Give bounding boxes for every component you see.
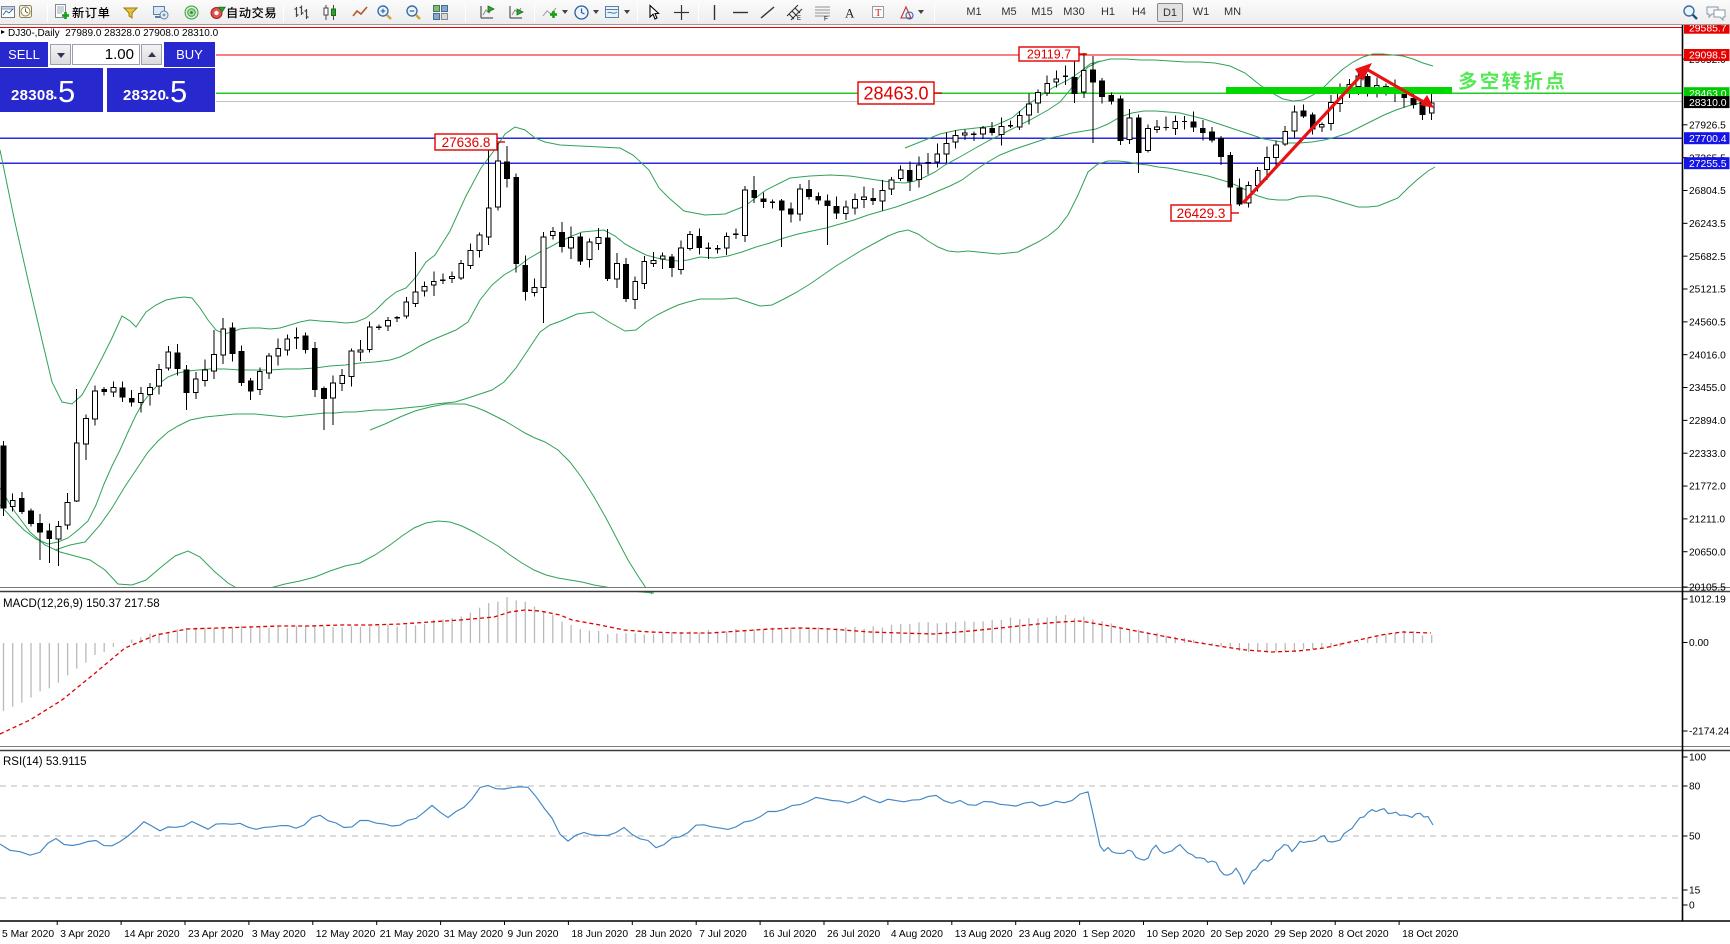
- svg-text:MACD(12,26,9) 150.37 217.58: MACD(12,26,9) 150.37 217.58: [3, 598, 160, 610]
- svg-text:29585.7: 29585.7: [1689, 23, 1727, 34]
- svg-text:E: E: [797, 16, 801, 21]
- svg-text:0.00: 0.00: [1689, 638, 1709, 649]
- svg-text:F: F: [824, 16, 828, 22]
- svg-text:3 Apr 2020: 3 Apr 2020: [60, 929, 110, 940]
- svg-text:21 May 2020: 21 May 2020: [380, 929, 440, 940]
- svg-text:21772.0: 21772.0: [1689, 482, 1726, 493]
- svg-text:28463.0: 28463.0: [863, 83, 928, 103]
- svg-text:T: T: [875, 8, 882, 19]
- svg-text:22333.0: 22333.0: [1689, 449, 1726, 460]
- svg-text:50: 50: [1689, 832, 1701, 843]
- svg-text:10 Sep 2020: 10 Sep 2020: [1147, 929, 1206, 940]
- svg-text:14 Apr 2020: 14 Apr 2020: [124, 929, 180, 940]
- svg-text:16 Jul 2020: 16 Jul 2020: [763, 929, 817, 940]
- svg-text:9 Jun 2020: 9 Jun 2020: [508, 929, 559, 940]
- svg-text:18 Jun 2020: 18 Jun 2020: [571, 929, 628, 940]
- svg-text:RSI(14) 53.9115: RSI(14) 53.9115: [3, 756, 87, 768]
- svg-text:23455.0: 23455.0: [1689, 383, 1726, 394]
- svg-text:28310.0: 28310.0: [1689, 98, 1727, 109]
- svg-text:31 May 2020: 31 May 2020: [444, 929, 504, 940]
- svg-text:29098.5: 29098.5: [1689, 51, 1727, 62]
- svg-text:24560.5: 24560.5: [1689, 318, 1726, 329]
- svg-text:27926.5: 27926.5: [1689, 120, 1726, 131]
- svg-text:28463.0: 28463.0: [1689, 89, 1727, 100]
- svg-text:20 Sep 2020: 20 Sep 2020: [1210, 929, 1269, 940]
- svg-text:22894.0: 22894.0: [1689, 416, 1726, 427]
- svg-text:23 Aug 2020: 23 Aug 2020: [1019, 929, 1077, 940]
- svg-text:27636.8: 27636.8: [442, 135, 491, 150]
- svg-text:20105.5: 20105.5: [1689, 583, 1726, 594]
- svg-text:A: A: [845, 6, 855, 21]
- svg-text:1 Sep 2020: 1 Sep 2020: [1083, 929, 1136, 940]
- svg-text:1012.19: 1012.19: [1689, 595, 1726, 606]
- svg-text:13 Aug 2020: 13 Aug 2020: [955, 929, 1013, 940]
- svg-text:5 Mar 2020: 5 Mar 2020: [2, 929, 54, 940]
- svg-text:20650.0: 20650.0: [1689, 547, 1726, 558]
- svg-text:25121.5: 25121.5: [1689, 285, 1726, 296]
- svg-text:3 May 2020: 3 May 2020: [252, 929, 306, 940]
- svg-text:26429.3: 26429.3: [1177, 206, 1226, 221]
- svg-text:27700.4: 27700.4: [1689, 134, 1727, 145]
- svg-text:27255.5: 27255.5: [1689, 159, 1727, 170]
- svg-text:23 Apr 2020: 23 Apr 2020: [188, 929, 244, 940]
- svg-text:0: 0: [1689, 901, 1695, 912]
- svg-text:29119.7: 29119.7: [1027, 48, 1071, 62]
- svg-text:80: 80: [1689, 782, 1701, 793]
- svg-text:7 Jul 2020: 7 Jul 2020: [699, 929, 747, 940]
- svg-text:18 Oct 2020: 18 Oct 2020: [1402, 929, 1458, 940]
- svg-text:21211.0: 21211.0: [1689, 515, 1725, 526]
- svg-text:26243.5: 26243.5: [1689, 219, 1726, 230]
- svg-text:26 Jul 2020: 26 Jul 2020: [827, 929, 881, 940]
- svg-text:29 Sep 2020: 29 Sep 2020: [1274, 929, 1333, 940]
- svg-text:100: 100: [1689, 753, 1706, 764]
- svg-text:-2174.24: -2174.24: [1689, 727, 1730, 738]
- svg-text:12 May 2020: 12 May 2020: [316, 929, 376, 940]
- svg-text:25682.5: 25682.5: [1689, 252, 1726, 263]
- svg-text:28 Jun 2020: 28 Jun 2020: [635, 929, 692, 940]
- svg-text:4 Aug 2020: 4 Aug 2020: [891, 929, 943, 940]
- svg-text:24016.0: 24016.0: [1689, 350, 1726, 361]
- svg-text:26804.5: 26804.5: [1689, 186, 1726, 197]
- svg-text:15: 15: [1689, 886, 1701, 897]
- svg-text:8 Oct 2020: 8 Oct 2020: [1338, 929, 1389, 940]
